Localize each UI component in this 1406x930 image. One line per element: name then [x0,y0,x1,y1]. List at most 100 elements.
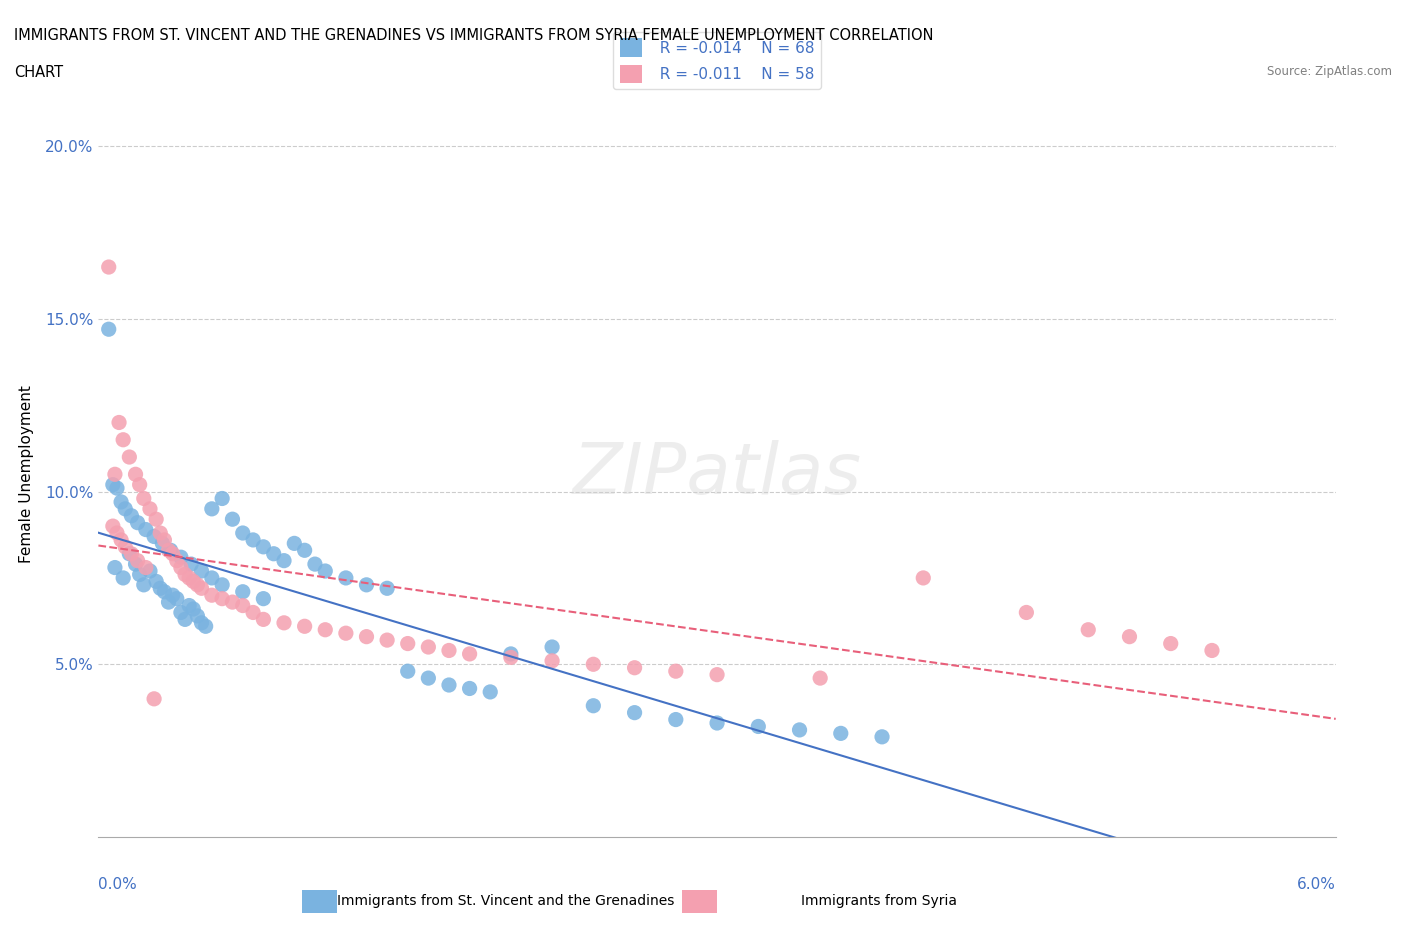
Point [356,578,378,592]
Point [180,557,202,572]
Point [127,553,149,568]
Point [242,605,264,620]
Point [541,654,564,669]
Point [124,557,146,572]
Point [201,570,224,585]
Point [418,640,440,655]
Point [128,477,150,492]
Point [201,501,224,516]
Point [190,616,212,631]
Point [104,560,127,575]
Text: Immigrants from Syria: Immigrants from Syria [801,894,956,909]
Point [263,546,285,561]
Point [252,591,274,606]
Point [232,525,254,540]
Point [375,581,398,596]
Point [194,618,217,633]
Point [437,643,460,658]
Point [112,570,135,585]
Point [789,723,811,737]
Text: 0.0%: 0.0% [98,877,138,892]
Point [335,570,357,585]
Point [139,564,162,578]
Point [157,543,180,558]
Point [221,512,243,526]
Point [139,501,162,516]
Point [132,578,155,592]
Point [135,522,157,537]
Point [335,626,357,641]
Point [1118,630,1140,644]
Point [396,664,419,679]
Point [143,691,166,706]
Point [1077,622,1099,637]
Point [499,646,522,661]
Point [114,539,136,554]
Point [706,715,728,730]
Point [162,588,184,603]
Point [221,594,243,609]
Point [314,622,336,637]
Point [418,671,440,685]
Point [97,259,120,274]
Point [252,612,274,627]
Point [105,481,128,496]
Point [153,584,176,599]
Point [132,491,155,506]
Point [135,560,157,575]
Point [170,605,193,620]
Text: CHART: CHART [14,65,63,80]
Point [166,553,188,568]
Point [128,567,150,582]
Point [912,570,935,585]
Point [101,477,124,492]
Point [112,432,135,447]
Point [283,536,305,551]
Point [314,564,336,578]
Point [706,667,728,682]
Point [150,536,173,551]
Point [186,578,208,592]
Point [541,640,564,655]
Point [124,467,146,482]
Point [190,564,212,578]
Point [499,650,522,665]
Point [114,501,136,516]
Point [623,705,645,720]
Point [211,591,233,606]
Point [179,570,201,585]
Point [294,543,316,558]
Point [110,495,132,510]
Point [211,578,233,592]
Point [242,533,264,548]
Point [304,557,326,572]
Point [181,574,204,589]
Point [458,646,481,661]
Point [665,664,688,679]
Point [582,657,605,671]
Point [273,616,295,631]
Point [108,415,131,430]
Point [1201,643,1223,658]
Point [186,608,208,623]
Point [149,525,172,540]
Point [232,598,254,613]
Point [665,712,688,727]
Point [479,684,502,699]
Point [127,515,149,530]
Point [159,543,181,558]
Point [181,602,204,617]
Point [623,660,645,675]
Point [170,560,193,575]
Point [143,529,166,544]
Point [294,618,316,633]
Point [145,574,167,589]
Point [118,546,141,561]
Point [179,598,201,613]
Point [396,636,419,651]
Point [104,467,127,482]
Point [174,612,197,627]
Text: 6.0%: 6.0% [1296,877,1336,892]
Point [808,671,831,685]
Point [1015,605,1038,620]
